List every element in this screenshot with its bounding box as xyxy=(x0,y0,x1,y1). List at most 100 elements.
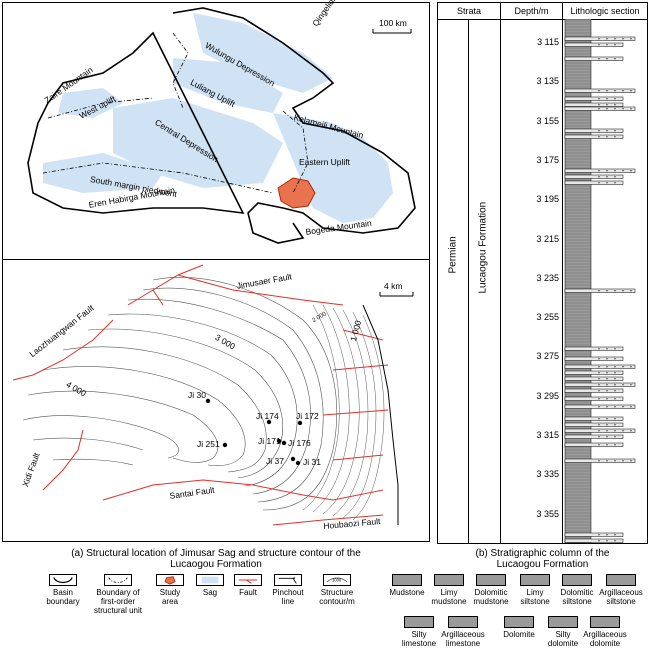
bed-dot xyxy=(614,38,616,40)
bed-dot xyxy=(598,384,600,386)
sag-areas xyxy=(43,13,393,223)
bed-dot xyxy=(606,406,608,408)
bed-dot xyxy=(598,424,600,426)
bed-dot xyxy=(606,534,608,536)
contour-lines-east xyxy=(302,304,385,521)
depth-label: 3 175 xyxy=(536,154,559,165)
bed-dot xyxy=(598,38,600,40)
interbed xyxy=(564,458,636,463)
bed-dot xyxy=(622,90,624,92)
caption-a-line1: (a) Structural location of Jimusar Sag a… xyxy=(71,548,361,559)
bed-dot xyxy=(606,378,608,380)
depth-label: 3 335 xyxy=(536,469,559,480)
bed-dot xyxy=(614,104,616,106)
legend-label: Silty dolomite xyxy=(547,630,579,648)
interbed xyxy=(564,416,624,421)
bed-dot xyxy=(598,58,600,60)
depth-label: 3 235 xyxy=(536,272,559,283)
legend-dolomite: Dolomite xyxy=(496,616,542,639)
interbed xyxy=(564,442,624,447)
bed-dot xyxy=(598,170,600,172)
interbed xyxy=(564,106,636,111)
bed-dot xyxy=(614,436,616,438)
bed-dot xyxy=(630,460,632,462)
bed-dot xyxy=(598,378,600,380)
interbed xyxy=(564,404,636,409)
divider-1 xyxy=(500,3,501,543)
contour-map xyxy=(12,264,414,526)
map-a-panel: 100 km Qingelidi Mountain Wulungu Depres… xyxy=(2,0,430,260)
interbed xyxy=(564,356,624,361)
legend-label: Dolomitic mudstone xyxy=(473,588,509,606)
legend-swatch xyxy=(434,574,464,586)
bed-dot xyxy=(614,108,616,110)
interbed xyxy=(564,346,624,351)
pinchout-line xyxy=(362,304,399,525)
legend-label: Limy mudstone xyxy=(431,588,467,606)
bed-dot xyxy=(606,108,608,110)
bed-dot xyxy=(598,430,600,432)
caption-a: (a) Structural location of Jimusar Sag a… xyxy=(2,548,430,570)
depth-label: 3 295 xyxy=(536,390,559,401)
bed-dot xyxy=(606,44,608,46)
lithologic-section xyxy=(564,19,636,543)
bed-dot xyxy=(606,182,608,184)
interbed xyxy=(564,428,636,433)
contour-lines xyxy=(22,277,338,511)
legend-swatch xyxy=(548,616,578,628)
bed-dot xyxy=(598,104,600,106)
interbed xyxy=(564,288,636,293)
bed-dot xyxy=(598,390,600,392)
bed-dot xyxy=(606,366,608,368)
interbed xyxy=(564,376,624,381)
legend-fault: Fault xyxy=(230,574,266,597)
bed-dot xyxy=(606,390,608,392)
well-ji174: Ji 174 xyxy=(256,411,279,421)
bed-dot xyxy=(630,384,632,386)
well-ji31: Ji 31 xyxy=(303,457,321,467)
bed-dot xyxy=(598,406,600,408)
bed-dot xyxy=(606,290,608,292)
bed-dot xyxy=(606,90,608,92)
legend-contour-sample: 1000 xyxy=(332,578,342,583)
legend-swatch xyxy=(476,574,506,586)
legend-label: Silty limestone xyxy=(401,630,437,648)
well-ji37: Ji 37 xyxy=(266,456,284,466)
bed-dot xyxy=(614,358,616,360)
well-ji171: Ji 171 xyxy=(258,436,281,446)
interbed xyxy=(564,396,624,401)
divider-2 xyxy=(562,3,563,543)
legend-argillaceous-limestone: Argillaceous limestone xyxy=(440,616,486,648)
legend-pinchout: Pinchout line xyxy=(266,574,310,606)
bed-dot xyxy=(622,108,624,110)
bed-dot xyxy=(598,372,600,374)
bed-dot xyxy=(614,378,616,380)
legend-label: Mudstone xyxy=(389,588,425,597)
bed-dot xyxy=(598,418,600,420)
interbed xyxy=(564,364,636,369)
bed-dot xyxy=(606,384,608,386)
bed-dot xyxy=(606,398,608,400)
interbed xyxy=(564,382,636,387)
caption-a-line2: Lucaogou Formation xyxy=(170,559,262,570)
bed-dot xyxy=(606,38,608,40)
legend-first-order: Boundary of first-order structural unit xyxy=(88,574,148,615)
legend-label: Argillaceous siltstone xyxy=(599,588,643,606)
legend-basin: Basin boundary xyxy=(38,574,88,606)
bed-dot xyxy=(614,406,616,408)
bed-dot xyxy=(630,108,632,110)
bed-dot xyxy=(614,176,616,178)
bed-dot xyxy=(606,540,608,542)
interbed xyxy=(564,96,624,101)
bed-dot xyxy=(614,540,616,542)
bed-dot xyxy=(606,130,608,132)
bed-dot xyxy=(614,372,616,374)
bed-dot xyxy=(614,44,616,46)
legend-fault-label: Fault xyxy=(239,588,257,597)
caption-b-line2: Lucaogou Formation xyxy=(496,559,589,570)
legend-silty-dolomite: Silty dolomite xyxy=(540,616,586,648)
bed-dot xyxy=(614,90,616,92)
legend-sag: Sag xyxy=(192,574,228,597)
depth-label: 3 355 xyxy=(536,508,559,519)
bed-dot xyxy=(598,436,600,438)
